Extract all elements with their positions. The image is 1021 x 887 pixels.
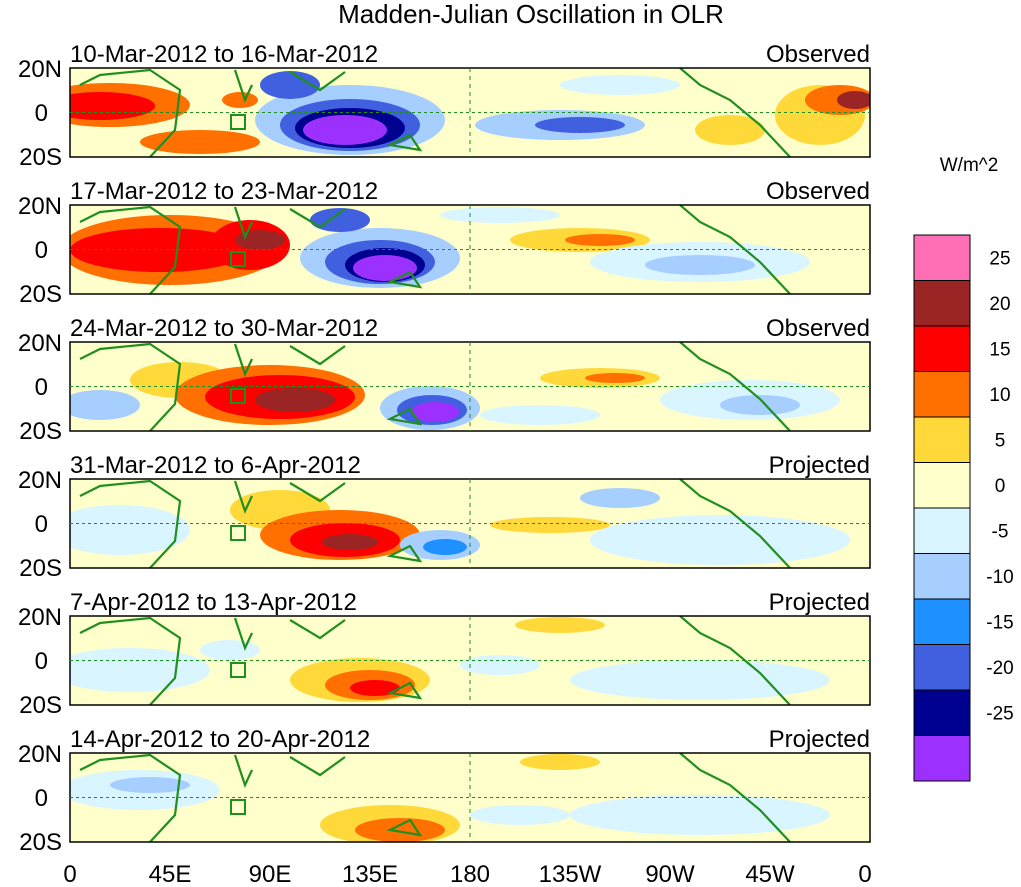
panel-6-period: 14-Apr-2012 to 20-Apr-2012 (70, 726, 370, 753)
panel-1-status: Observed (766, 41, 870, 68)
lon-label-0: 0 (63, 861, 76, 887)
panel-5-lat-20n: 20N (18, 604, 62, 631)
lon-label-45e: 45E (149, 861, 192, 887)
colorbar-swatch (913, 325, 971, 372)
lon-label-90w: 90W (645, 861, 695, 887)
panel-2-lat-20s: 20S (19, 281, 62, 308)
panel-3-period: 24-Mar-2012 to 30-Mar-2012 (70, 315, 378, 342)
panel-4-lat-20s: 20S (19, 555, 62, 582)
panel-3-status: Observed (766, 315, 870, 342)
lon-label-0-east: 0 (858, 861, 871, 887)
colorbar-units: W/m^2 (940, 155, 999, 176)
panel-2-lat-0: 0 (35, 237, 48, 264)
lon-label-90e: 90E (249, 861, 292, 887)
panel-2-period: 17-Mar-2012 to 23-Mar-2012 (70, 178, 378, 205)
panel-4-status: Projected (769, 452, 870, 479)
map-panel-2: 17-Mar-2012 to 23-Mar-2012 Observed 20N … (18, 178, 871, 308)
colorbar-level-label: 20 (989, 294, 1010, 315)
colorbar-level-label: -5 (992, 522, 1009, 543)
colorbar-swatch (913, 280, 971, 327)
lon-label-135e: 135E (342, 861, 398, 887)
olr-anomaly-field-1 (70, 68, 870, 157)
panel-4-period: 31-Mar-2012 to 6-Apr-2012 (70, 452, 361, 479)
lon-label-135w: 135W (539, 861, 602, 887)
panel-2-lat-20n: 20N (18, 193, 62, 220)
colorbar-level-label: 10 (989, 385, 1010, 406)
panel-1-lat-20s: 20S (19, 144, 62, 171)
colorbar-level-label: 5 (995, 431, 1006, 452)
figure-title: Madden-Julian Oscillation in OLR (338, 0, 724, 29)
panel-5-period: 7-Apr-2012 to 13-Apr-2012 (70, 589, 357, 616)
colorbar-swatch (913, 644, 971, 691)
colorbar-level-label: -10 (986, 567, 1013, 588)
colorbar-swatch (913, 598, 971, 645)
panel-4-lat-20n: 20N (18, 467, 62, 494)
lon-label-45w: 45W (745, 861, 795, 887)
longitude-axis: 0 45E 90E 135E 180 135W 90W 45W 0 (63, 861, 871, 887)
olr-anomaly-field-6 (70, 753, 870, 842)
colorbar-level-label: -15 (986, 613, 1013, 634)
panel-2-status: Observed (766, 178, 870, 205)
colorbar-swatch (913, 234, 971, 281)
panel-5-status: Projected (769, 589, 870, 616)
map-panel-4: 31-Mar-2012 to 6-Apr-2012 Projected 20N … (18, 452, 871, 582)
map-panel-6: 14-Apr-2012 to 20-Apr-2012 Projected 20N… (18, 726, 871, 856)
colorbar-swatch (913, 416, 971, 463)
panel-3-lat-20n: 20N (18, 330, 62, 357)
panel-4-lat-0: 0 (35, 511, 48, 538)
panel-6-lat-20n: 20N (18, 741, 62, 768)
colorbar-swatch (913, 735, 971, 782)
panel-6-status: Projected (769, 726, 870, 753)
colorbar-swatch (913, 507, 971, 554)
colorbar-level-label: 0 (995, 476, 1006, 497)
colorbar-swatch (913, 553, 971, 600)
colorbar-swatch (913, 371, 971, 418)
colorbar-level-label: 15 (989, 340, 1010, 361)
colorbar-level-label: -25 (986, 704, 1013, 725)
colorbar: W/m^2 25 20 15 10 5 0 -5 -10 -15 -20 -25 (913, 155, 1014, 782)
panel-5-lat-0: 0 (35, 648, 48, 675)
panel-1-period: 10-Mar-2012 to 16-Mar-2012 (70, 41, 378, 68)
colorbar-swatch (913, 462, 971, 509)
panel-1-lat-20n: 20N (18, 56, 62, 83)
panel-6-lat-0: 0 (35, 785, 48, 812)
panel-3-lat-0: 0 (35, 374, 48, 401)
panel-3-lat-20s: 20S (19, 418, 62, 445)
panel-5-lat-20s: 20S (19, 692, 62, 719)
colorbar-swatch (913, 689, 971, 736)
colorbar-level-label: -20 (986, 658, 1013, 679)
lon-label-180: 180 (450, 861, 490, 887)
panel-6-lat-20s: 20S (19, 829, 62, 856)
map-panel-5: 7-Apr-2012 to 13-Apr-2012 Projected 20N … (18, 589, 871, 719)
colorbar-level-label: 25 (989, 249, 1010, 270)
map-panel-1: 10-Mar-2012 to 16-Mar-2012 Observed 20N … (18, 41, 871, 171)
map-panel-3: 24-Mar-2012 to 30-Mar-2012 Observed 20N … (18, 315, 871, 445)
panel-1-lat-0: 0 (35, 100, 48, 127)
